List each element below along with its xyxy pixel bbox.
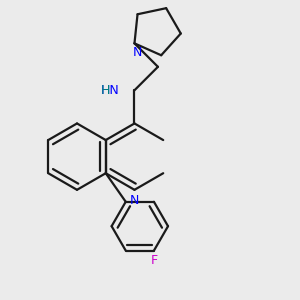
Text: N: N — [130, 194, 139, 207]
Text: H: H — [101, 84, 111, 97]
Text: HN: HN — [101, 84, 119, 97]
Text: N: N — [133, 46, 142, 59]
Text: F: F — [150, 254, 158, 267]
